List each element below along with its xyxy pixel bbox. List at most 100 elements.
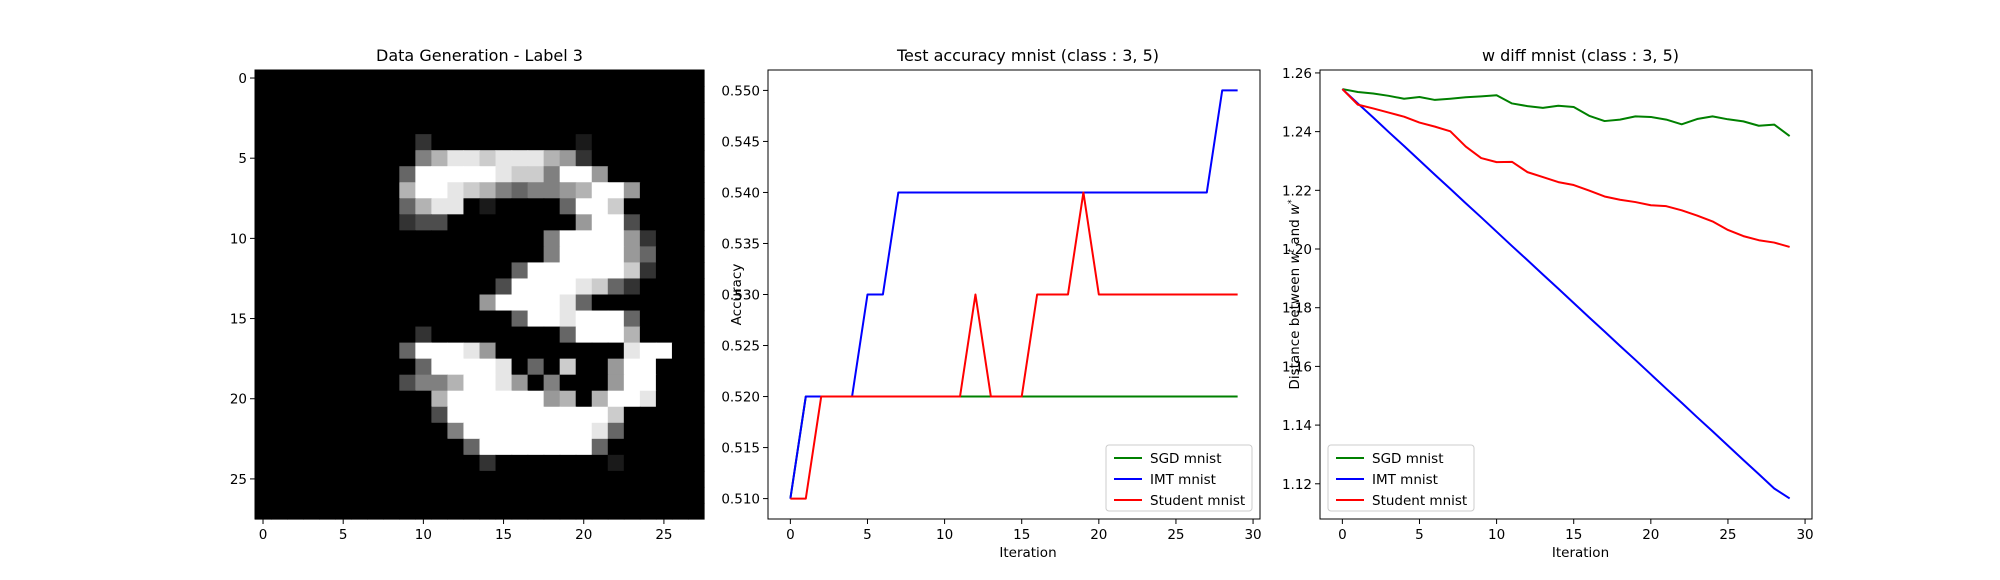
image-pixel <box>575 454 593 472</box>
image-pixel <box>687 86 705 103</box>
image-pixel <box>655 102 673 119</box>
image-pixel <box>303 70 320 87</box>
image-pixel <box>511 294 529 312</box>
image-pixel <box>255 358 272 376</box>
image-pixel <box>415 246 432 264</box>
image-pixel <box>479 390 497 408</box>
image-pixel <box>319 358 336 376</box>
image-pixel <box>575 182 593 199</box>
image-pixel <box>639 166 657 183</box>
image-pixel <box>479 182 497 199</box>
image-pixel <box>255 150 272 167</box>
image-pixel <box>655 134 673 151</box>
image-pixel <box>399 422 416 440</box>
image-pixel <box>575 230 593 247</box>
wdiff-x-axis-label: Iteration <box>1552 545 1609 561</box>
image-pixel <box>447 390 465 408</box>
image-pixel <box>479 502 497 520</box>
image-pixel <box>655 182 673 199</box>
image-pixel <box>591 470 609 488</box>
image-pixel <box>447 406 465 424</box>
image-pixel <box>399 150 416 167</box>
image-pixel <box>575 438 593 456</box>
image-pixel <box>671 294 689 312</box>
image-pixel <box>399 214 416 231</box>
image-pixel <box>335 102 352 119</box>
image-pixel <box>687 166 705 183</box>
image-pixel <box>671 342 689 360</box>
image-pixel <box>671 486 689 504</box>
image-pixel <box>495 326 513 344</box>
image-pixel <box>415 294 432 312</box>
image-pixel <box>319 118 336 135</box>
image-pixel <box>303 86 320 103</box>
image-pixel <box>303 390 320 408</box>
image-pixel <box>671 278 689 296</box>
image-pixel <box>335 198 352 215</box>
image-pixel <box>447 454 465 472</box>
image-pixel <box>607 278 625 296</box>
image-pixel <box>559 262 577 280</box>
image-pixel <box>543 406 561 424</box>
image-pixel <box>287 390 304 408</box>
image-pixel <box>319 230 336 247</box>
image-pixel <box>495 310 513 328</box>
image-pixel <box>607 342 625 360</box>
image-pixel <box>319 486 336 504</box>
image-pixel <box>335 326 352 344</box>
image-pixel <box>303 470 320 488</box>
image-pixel <box>479 166 497 183</box>
image-pixel <box>623 486 641 504</box>
image-pixel <box>623 454 641 472</box>
image-pixel <box>463 358 481 376</box>
image-pixel <box>431 86 449 103</box>
image-pixel <box>623 374 641 392</box>
y-tick-label: 0.540 <box>721 185 760 201</box>
image-pixel <box>543 86 561 103</box>
image-pixel <box>431 134 449 151</box>
wdiff-plot-frame <box>1319 69 1813 520</box>
image-pixel <box>527 134 545 151</box>
image-pixel <box>351 470 368 488</box>
image-pixel <box>367 422 384 440</box>
image-pixel <box>351 326 368 344</box>
image-pixel <box>447 294 465 312</box>
image-pixel <box>447 102 465 119</box>
image-pixel <box>271 406 288 424</box>
image-pixel <box>495 102 513 119</box>
image-pixel <box>527 470 545 488</box>
image-pixel <box>271 198 288 215</box>
image-pixel <box>335 470 352 488</box>
image-pixel <box>671 358 689 376</box>
image-pixel <box>527 150 545 167</box>
image-pixel <box>447 166 465 183</box>
image-pixel <box>623 166 641 183</box>
image-pixel <box>463 502 481 520</box>
image-pixel <box>335 374 352 392</box>
image-pixel <box>623 182 641 199</box>
image-pixel <box>399 198 416 215</box>
image-pixel <box>559 358 577 376</box>
image-pixel <box>495 86 513 103</box>
image-pixel <box>367 246 384 264</box>
image-pixel <box>319 502 336 520</box>
image-pixel <box>367 374 384 392</box>
image-pixel <box>559 438 577 456</box>
image-pixel <box>607 70 625 87</box>
image-pixel <box>463 390 481 408</box>
image-pixel <box>671 326 689 344</box>
accuracy-y-axis-label: Accuracy <box>729 264 745 326</box>
image-pixel <box>383 422 400 440</box>
image-pixel <box>255 422 272 440</box>
wdiff-x-ticks: 0 5 10 15 20 25 30 <box>1338 519 1814 543</box>
image-pixel <box>479 358 497 376</box>
image-pixel <box>559 198 577 215</box>
accuracy-panel: Test accuracy mnist (class : 3, 5) 0 5 10 1… <box>721 46 1261 561</box>
image-pixel <box>287 182 304 199</box>
image-pixel <box>415 438 432 456</box>
image-pixel <box>287 310 304 328</box>
image-pixel <box>575 70 593 87</box>
image-pixel <box>335 262 352 280</box>
image-pixel <box>399 246 416 264</box>
image-pixel <box>495 406 513 424</box>
